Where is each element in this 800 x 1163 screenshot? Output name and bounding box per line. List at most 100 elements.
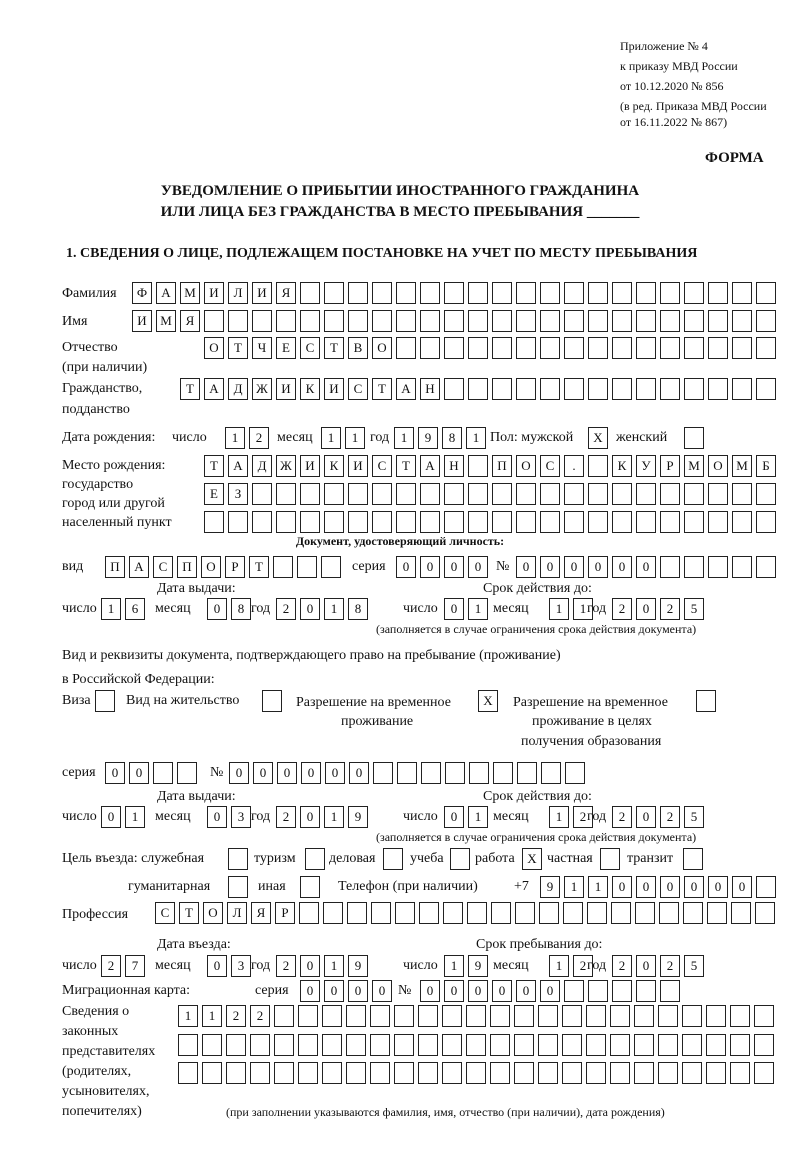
cell-cell[interactable]: 2 [660, 955, 680, 977]
birthplace-cell[interactable] [276, 483, 296, 505]
patronymic-cell[interactable] [468, 337, 488, 359]
name-cell[interactable] [756, 310, 776, 332]
citizenship-cell[interactable]: И [324, 378, 344, 400]
phone-cell[interactable]: 1 [588, 876, 608, 898]
right-number-cell[interactable]: 0 [253, 762, 273, 784]
reps-cell[interactable] [658, 1005, 678, 1027]
cell-cell[interactable]: 5 [684, 955, 704, 977]
reps-cell[interactable] [322, 1062, 342, 1084]
mc-number-cell[interactable]: 0 [492, 980, 512, 1002]
visa-cell[interactable] [95, 690, 115, 712]
name-cell[interactable] [732, 310, 752, 332]
reps-cell[interactable] [682, 1034, 702, 1056]
right-series-cell[interactable] [177, 762, 197, 784]
phone-cell[interactable]: 0 [636, 876, 656, 898]
right-number-cell[interactable]: 0 [301, 762, 321, 784]
birthplace-cell[interactable]: Е [204, 483, 224, 505]
cell-cell[interactable]: 8 [231, 598, 251, 620]
right-number-cell[interactable] [493, 762, 513, 784]
name-cell[interactable] [348, 310, 368, 332]
reps-cell[interactable] [418, 1062, 438, 1084]
reps-cell[interactable] [202, 1034, 222, 1056]
mc-number-cell[interactable] [636, 980, 656, 1002]
reps-cell[interactable]: 1 [178, 1005, 198, 1027]
right-number-cell[interactable] [469, 762, 489, 784]
doc-number-cell[interactable] [684, 556, 704, 578]
birthplace-cell[interactable] [660, 511, 680, 533]
citizenship-cell[interactable] [684, 378, 704, 400]
citizenship-cell[interactable] [708, 378, 728, 400]
cell-cell[interactable] [228, 876, 248, 898]
birthplace-cell[interactable] [516, 483, 536, 505]
reps-cell[interactable]: 1 [202, 1005, 222, 1027]
surname-cell[interactable] [588, 282, 608, 304]
cell-cell[interactable]: 0 [101, 806, 121, 828]
doc-number-cell[interactable]: 0 [636, 556, 656, 578]
right-number-cell[interactable] [397, 762, 417, 784]
reps-cell[interactable] [442, 1005, 462, 1027]
birthplace-cell[interactable]: З [228, 483, 248, 505]
birthplace-cell[interactable]: Ж [276, 455, 296, 477]
birthplace-cell[interactable]: У [636, 455, 656, 477]
cell-cell[interactable]: 2 [612, 598, 632, 620]
right-number-cell[interactable] [565, 762, 585, 784]
reps-cell[interactable] [394, 1005, 414, 1027]
cell-cell[interactable]: 1 [549, 806, 569, 828]
reps-cell[interactable] [322, 1034, 342, 1056]
mc-series-cell[interactable]: 0 [372, 980, 392, 1002]
reps-cell[interactable] [442, 1062, 462, 1084]
reps-cell[interactable] [562, 1005, 582, 1027]
profession-cell[interactable] [371, 902, 391, 924]
surname-cell[interactable] [708, 282, 728, 304]
name-cell[interactable] [252, 310, 272, 332]
profession-cell[interactable] [563, 902, 583, 924]
patronymic-cell[interactable]: О [372, 337, 392, 359]
birthplace-cell[interactable] [588, 455, 608, 477]
reps-cell[interactable] [634, 1062, 654, 1084]
birthplace-cell[interactable] [756, 511, 776, 533]
reps-cell[interactable] [658, 1062, 678, 1084]
right-number-cell[interactable]: 0 [277, 762, 297, 784]
reps-cell[interactable] [706, 1005, 726, 1027]
doc-series-cell[interactable]: 0 [420, 556, 440, 578]
patronymic-cell[interactable] [444, 337, 464, 359]
profession-cell[interactable] [491, 902, 511, 924]
profession-cell[interactable] [683, 902, 703, 924]
reps-cell[interactable] [418, 1034, 438, 1056]
name-cell[interactable] [396, 310, 416, 332]
surname-cell[interactable] [372, 282, 392, 304]
birthplace-cell[interactable] [444, 483, 464, 505]
reps-cell[interactable] [562, 1034, 582, 1056]
surname-cell[interactable] [636, 282, 656, 304]
doc-number-cell[interactable]: 0 [612, 556, 632, 578]
reps-cell[interactable] [466, 1062, 486, 1084]
patronymic-cell[interactable] [756, 337, 776, 359]
right-number-cell[interactable] [445, 762, 465, 784]
profession-cell[interactable] [347, 902, 367, 924]
cell-cell[interactable]: 6 [125, 598, 145, 620]
citizenship-cell[interactable] [588, 378, 608, 400]
cell-cell[interactable]: 9 [348, 955, 368, 977]
reps-cell[interactable] [538, 1005, 558, 1027]
reps-cell[interactable] [490, 1005, 510, 1027]
reps-cell[interactable] [730, 1005, 750, 1027]
citizenship-cell[interactable]: Т [372, 378, 392, 400]
birthplace-cell[interactable]: Д [252, 455, 272, 477]
birth-month-cell[interactable]: 1 [321, 427, 341, 449]
cell-cell[interactable]: 5 [684, 598, 704, 620]
cell-cell[interactable]: 2 [276, 806, 296, 828]
phone-cell[interactable] [756, 876, 776, 898]
surname-cell[interactable] [684, 282, 704, 304]
name-cell[interactable] [444, 310, 464, 332]
cell-cell[interactable]: 1 [101, 598, 121, 620]
name-cell[interactable] [564, 310, 584, 332]
name-cell[interactable] [468, 310, 488, 332]
right-number-cell[interactable]: 0 [229, 762, 249, 784]
reps-cell[interactable] [466, 1005, 486, 1027]
reps-cell[interactable] [754, 1062, 774, 1084]
birthplace-cell[interactable] [396, 511, 416, 533]
birth-year-cell[interactable]: 8 [442, 427, 462, 449]
profession-cell[interactable]: Я [251, 902, 271, 924]
reps-cell[interactable] [466, 1034, 486, 1056]
profession-cell[interactable] [659, 902, 679, 924]
